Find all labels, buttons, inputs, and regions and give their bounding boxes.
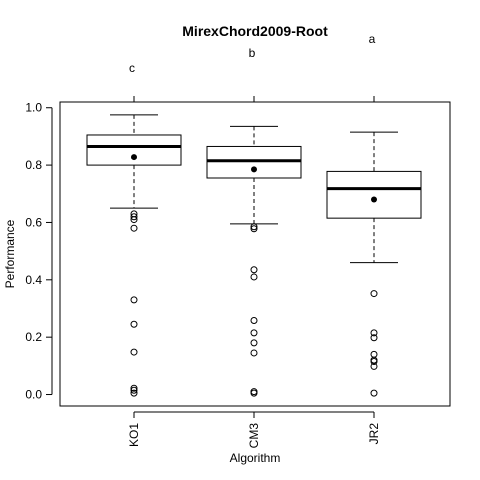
- mean-point: [131, 154, 137, 161]
- outlier-point: [130, 296, 138, 304]
- significance-label: b: [249, 46, 256, 60]
- mean-point: [371, 196, 377, 203]
- outlier-point: [130, 384, 138, 392]
- plot-frame: [59, 101, 451, 407]
- y-tick-label: 0.8: [25, 158, 42, 172]
- outlier-point: [370, 362, 378, 370]
- outlier-point: [250, 223, 258, 231]
- chart-marks: 0.0 0.2 0.4 0.6 0.8 1.0 KO1 CM3 JR2 c b a: [25, 32, 422, 449]
- outlier-point: [250, 225, 258, 233]
- significance-label: a: [369, 32, 376, 46]
- y-tick-label: 0.6: [25, 215, 42, 229]
- outlier-point: [370, 358, 378, 366]
- outlier-point: [130, 213, 138, 221]
- y-tick-label: 1.0: [25, 101, 42, 115]
- outlier-point: [250, 273, 258, 281]
- outlier-point: [130, 386, 138, 394]
- outlier-point: [370, 290, 378, 298]
- outlier-point: [250, 329, 258, 337]
- box-jr2: [326, 131, 422, 397]
- x-tick-label: CM3: [247, 423, 261, 449]
- significance-label: c: [129, 61, 135, 75]
- outlier-point: [370, 329, 378, 337]
- y-tick-label: 0.4: [25, 273, 42, 287]
- outlier-point: [250, 339, 258, 347]
- x-tick-label: KO1: [127, 423, 141, 447]
- iqr-box: [86, 134, 182, 166]
- outlier-point: [250, 349, 258, 357]
- outlier-point: [250, 266, 258, 274]
- outlier-point: [370, 389, 378, 397]
- outlier-point: [130, 216, 138, 224]
- outlier-point: [130, 224, 138, 232]
- outlier-point: [250, 317, 258, 325]
- outlier-point: [130, 320, 138, 328]
- box-ko1: [86, 114, 182, 397]
- outlier-point: [130, 348, 138, 356]
- mean-point: [251, 166, 257, 173]
- outlier-point: [370, 334, 378, 342]
- y-tick-label: 0.2: [25, 330, 42, 344]
- x-axis-label: Algorithm: [230, 451, 281, 465]
- outlier-point: [130, 389, 138, 397]
- y-tick-label: 0.0: [25, 388, 42, 402]
- chart-title: MirexChord2009-Root: [182, 23, 328, 39]
- box-cm3: [206, 125, 302, 397]
- outlier-point: [250, 389, 258, 397]
- y-axis-label: Performance: [3, 219, 17, 288]
- iqr-box: [326, 170, 422, 219]
- x-tick-label: JR2: [367, 423, 381, 445]
